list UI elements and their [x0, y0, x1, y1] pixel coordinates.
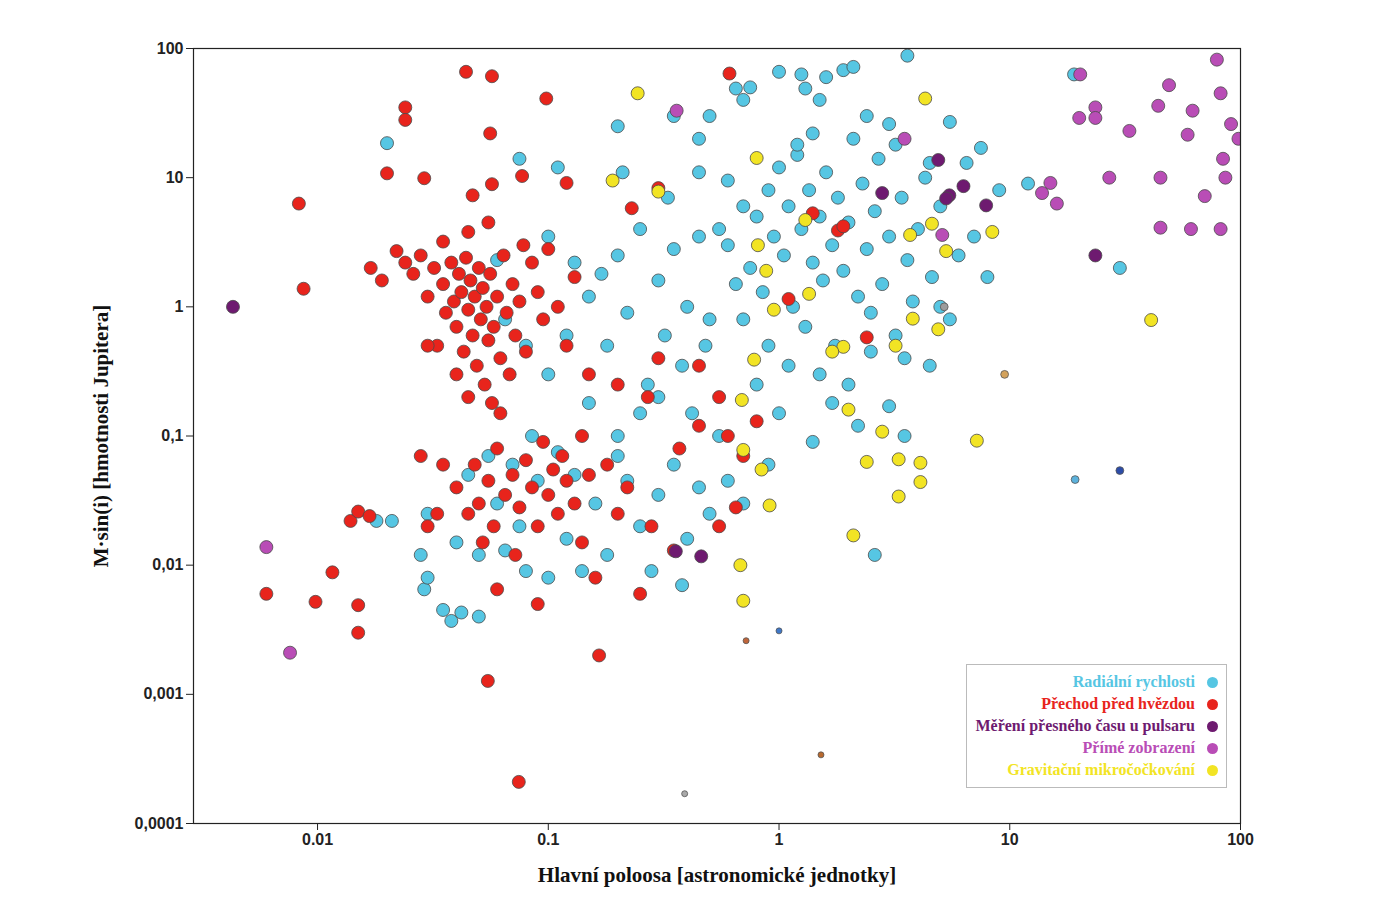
svg-text:0,0001: 0,0001 — [135, 815, 184, 832]
html-text:Měření přesného času u pulsaru: Měření přesného času u pulsaru — [975, 717, 1195, 734]
svg-text:0,1: 0,1 — [161, 427, 183, 444]
html-text:Přechod před hvězdou: Přechod před hvězdou — [1041, 695, 1195, 712]
svg-text:10: 10 — [1001, 831, 1019, 848]
html-text:Gravitační mikročočkování: Gravitační mikročočkování — [1007, 761, 1195, 778]
html-text:Radiální rychlosti: Radiální rychlosti — [1072, 673, 1195, 690]
svg-text:0,001: 0,001 — [143, 685, 183, 702]
svg-text:Hlavní poloosa [astronomické j: Hlavní poloosa [astronomické jednotky] — [538, 863, 896, 887]
svg-text:1: 1 — [175, 298, 184, 315]
svg-text:100: 100 — [1227, 831, 1254, 848]
svg-text:0.01: 0.01 — [302, 831, 333, 848]
svg-text:0,01: 0,01 — [152, 556, 183, 573]
svg-text:M·sin(i) [hmotnosti Jupitera]: M·sin(i) [hmotnosti Jupitera] — [89, 305, 113, 568]
svg-text:1: 1 — [775, 831, 784, 848]
svg-text:0.1: 0.1 — [537, 831, 559, 848]
svg-text:10: 10 — [166, 169, 184, 186]
svg-text:100: 100 — [157, 40, 184, 57]
html-text:Přímé zobrazení: Přímé zobrazení — [1082, 739, 1195, 756]
